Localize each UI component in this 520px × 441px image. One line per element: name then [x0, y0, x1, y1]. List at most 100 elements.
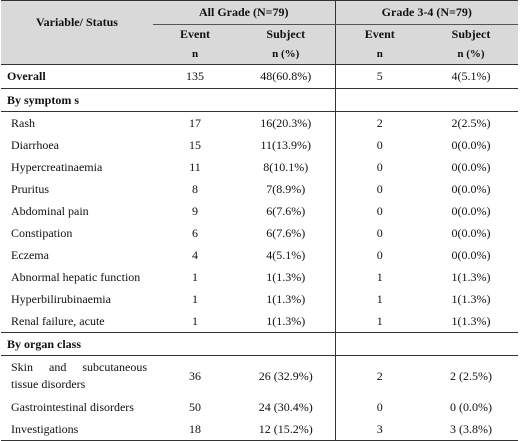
g34-subject-cell: 2(2.5%) — [451, 115, 491, 130]
g34-subject-cell: 0(0.0%) — [451, 203, 491, 218]
table-row: Rash 17 16(20.3%) 2 2(2.5%) — [1, 111, 518, 134]
row-label: Abnormal hepatic function — [11, 269, 141, 284]
all-subject-cell: 7(8.9%) — [266, 181, 306, 196]
all-subject-cell: 26 (32.9%) — [258, 368, 313, 383]
g34-subject-cell: 0(0.0%) — [451, 247, 491, 262]
g34-subject-cell: 2 (2.5%) — [450, 368, 492, 383]
row-label: Renal failure, acute — [11, 313, 105, 328]
all-subject-cell: 12 (15.2%) — [237, 418, 335, 441]
row-label: Pruritus — [11, 181, 50, 196]
g34-event-cell: 2 — [334, 355, 424, 396]
g34-subject-cell: 0(0.0%) — [451, 181, 491, 196]
g34-subject-cell: 3 (3.8%) — [424, 418, 518, 441]
all-event-cell: 36 — [189, 368, 201, 383]
g34-subject-cell: 0 (0.0%) — [450, 399, 492, 414]
table-row-overall: Overall 135 48(60.8%) 5 4(5.1%) — [1, 64, 518, 89]
table-row: Constipation 6 6(7.6%) 0 0(0.0%) — [1, 222, 518, 244]
all-subject-cell: 4(5.1%) — [266, 247, 306, 262]
g34-event-cell: 0 — [334, 178, 424, 200]
variable-status-header: Variable/ Status — [1, 0, 153, 44]
all-event-cell: 1 — [192, 313, 198, 328]
all-subject-cell: 11(13.9%) — [260, 137, 312, 152]
g34-subject-cell: 1(1.3%) — [451, 313, 491, 328]
g34-event-cell: 1 — [334, 288, 424, 310]
g34-event-cell: 0 — [334, 200, 424, 222]
table-row: Skin and subcutaneous tissue disorders 3… — [1, 355, 518, 396]
all-subject-cell: 16(20.3%) — [260, 115, 312, 130]
row-label: Skin and subcutaneous tissue disorders — [11, 360, 147, 391]
g34-subject-cell: 1(1.3%) — [451, 269, 491, 284]
section-title: By organ class — [1, 332, 153, 356]
row-label: Rash — [11, 115, 35, 130]
section-header-organ-class: By organ class — [1, 332, 518, 356]
row-label: Investigations — [1, 418, 153, 441]
section-header-symptoms: By symptom s — [1, 88, 518, 112]
section-title: By symptom s — [1, 88, 153, 112]
all-event-cell: 1 — [192, 291, 198, 306]
g34-event-cell: 0 — [334, 134, 424, 156]
overall-all-subject: 48(60.8%) — [237, 64, 335, 89]
table-row: Gastrointestinal disorders 50 24 (30.4%)… — [1, 396, 518, 418]
all-event-cell: 17 — [189, 115, 201, 130]
g34-subject-cell: 1(1.3%) — [451, 291, 491, 306]
g34-event-cell: 0 — [334, 222, 424, 244]
g34-subject-cell: 0(0.0%) — [451, 137, 491, 152]
all-subject-header: Subject — [237, 24, 335, 44]
all-grade-header: All Grade (N=79) — [153, 0, 335, 25]
all-subject-cell: 6(7.6%) — [266, 203, 306, 218]
g34-subject-cell: 0(0.0%) — [451, 225, 491, 240]
table-row: Diarrhoea 15 11(13.9%) 0 0(0.0%) — [1, 134, 518, 156]
table-row: Investigations 18 12 (15.2%) 3 3 (3.8%) — [1, 418, 518, 441]
all-event-cell: 6 — [192, 225, 198, 240]
g34-event-cell: 0 — [334, 396, 424, 418]
row-label: Diarrhoea — [11, 137, 59, 152]
table-row: Pruritus 8 7(8.9%) 0 0(0.0%) — [1, 178, 518, 200]
overall-all-event: 135 — [153, 64, 237, 89]
g34-subject-cell: 0(0.0%) — [451, 159, 491, 174]
all-event-cell: 15 — [189, 137, 201, 152]
variable-unit-blank — [1, 44, 153, 65]
all-event-unit: n — [153, 44, 237, 65]
all-subject-cell: 1(1.3%) — [266, 313, 306, 328]
g34-event-cell: 2 — [334, 111, 424, 134]
all-event-cell: 11 — [189, 159, 201, 174]
overall-g34-subject: 4(5.1%) — [424, 64, 518, 89]
row-label: Gastrointestinal disorders — [11, 399, 134, 414]
all-subject-cell: 8(10.1%) — [263, 159, 309, 174]
all-subject-cell: 1(1.3%) — [266, 291, 306, 306]
g34-event-cell: 0 — [334, 244, 424, 266]
g34-event-cell: 1 — [334, 310, 424, 333]
overall-label: Overall — [1, 64, 153, 89]
overall-g34-event: 5 — [334, 64, 424, 89]
all-subject-cell: 6(7.6%) — [266, 225, 306, 240]
table-row: Hyperbilirubinaemia 1 1(1.3%) 1 1(1.3%) — [1, 288, 518, 310]
g34-subject-unit: n (%) — [424, 44, 518, 65]
all-event-cell: 50 — [189, 399, 201, 414]
table-row: Eczema 4 4(5.1%) 0 0(0.0%) — [1, 244, 518, 266]
row-label: Abdominal pain — [11, 203, 89, 218]
table-row: Hypercreatinaemia 11 8(10.1%) 0 0(0.0%) — [1, 156, 518, 178]
all-event-cell: 9 — [192, 203, 198, 218]
table-row: Abdominal pain 9 6(7.6%) 0 0(0.0%) — [1, 200, 518, 222]
g34-event-cell: 1 — [334, 266, 424, 288]
row-label: Constipation — [11, 225, 73, 240]
all-event-cell: 18 — [153, 418, 237, 441]
all-event-cell: 8 — [192, 181, 198, 196]
row-label: Eczema — [11, 247, 49, 262]
g34-event-header: Event — [334, 24, 424, 44]
all-event-cell: 1 — [192, 269, 198, 284]
all-subject-unit: n (%) — [237, 44, 335, 65]
all-subject-cell: 24 (30.4%) — [258, 399, 313, 414]
all-subject-cell: 1(1.3%) — [266, 269, 306, 284]
all-event-header: Event — [153, 24, 237, 44]
g34-event-cell: 3 — [334, 418, 424, 441]
table-row: Renal failure, acute 1 1(1.3%) 1 1(1.3%) — [1, 310, 518, 333]
g34-subject-header: Subject — [424, 24, 518, 44]
all-event-cell: 4 — [192, 247, 198, 262]
g34-event-cell: 0 — [334, 156, 424, 178]
g34-event-unit: n — [334, 44, 424, 65]
row-label: Hypercreatinaemia — [11, 159, 103, 174]
table-row: Abnormal hepatic function 1 1(1.3%) 1 1(… — [1, 266, 518, 288]
grade-3-4-header: Grade 3-4 (N=79) — [334, 0, 518, 25]
